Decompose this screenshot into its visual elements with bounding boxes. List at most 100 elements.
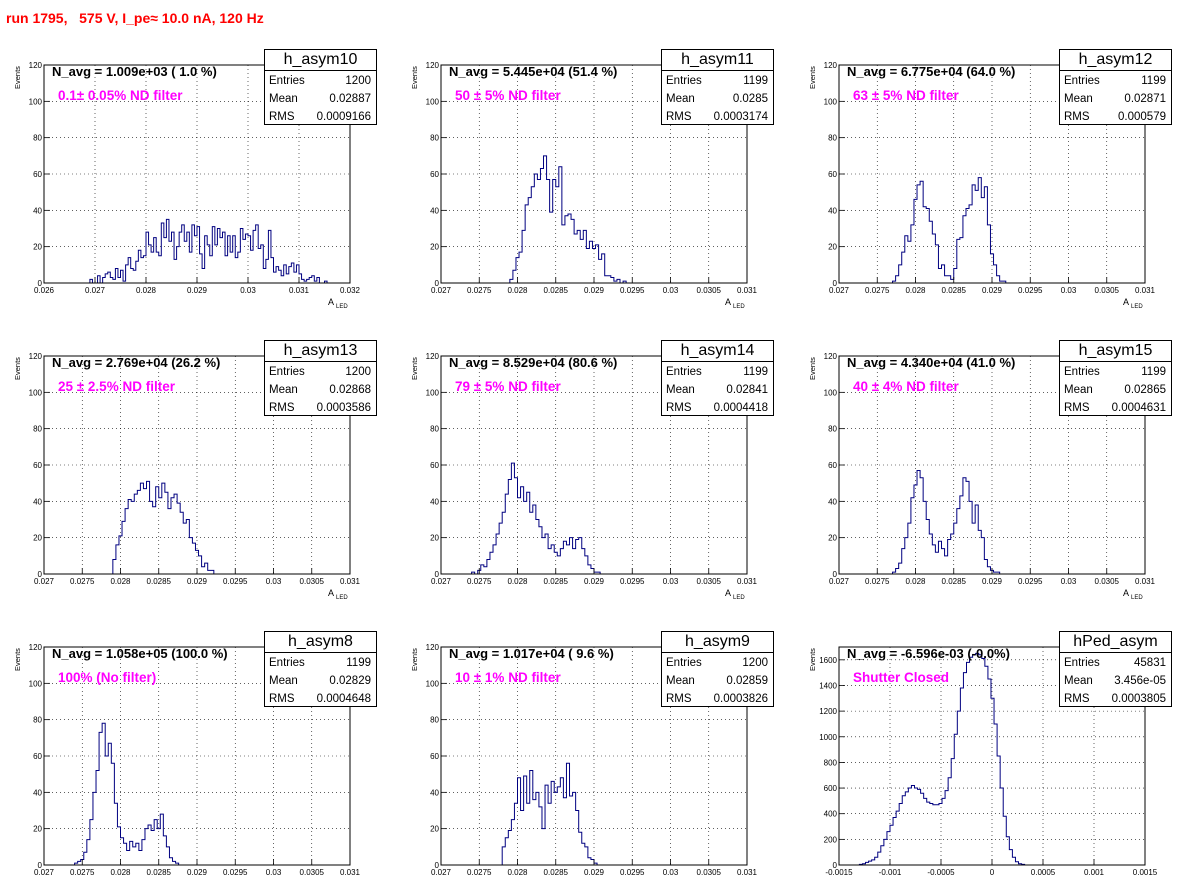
stats-row-rms: RMS 0.0003174 [662, 107, 773, 125]
x-tick-label: 0.0305 [1095, 286, 1120, 295]
x-tick-label: 0.029 [187, 577, 208, 586]
stats-value-rms: 0.0004631 [1111, 402, 1166, 414]
n-avg-label: N_avg = 2.769e+04 (26.2 %) [52, 355, 221, 370]
x-tick-label: 0.0295 [620, 577, 645, 586]
histogram-line [858, 652, 1026, 865]
n-avg-label: N_avg = 1.058e+05 (100.0 %) [52, 646, 228, 661]
stats-value-mean: 0.0285 [732, 93, 768, 105]
stats-value-mean: 0.02829 [329, 675, 371, 687]
y-tick-label: 20 [33, 243, 42, 252]
stats-row-rms: RMS 0.0009166 [265, 107, 376, 125]
stats-key-entries: Entries [666, 366, 702, 378]
x-tick-label: 0.029 [584, 286, 605, 295]
stats-histogram-name: h_asym10 [265, 50, 376, 71]
x-axis-label-sub: LED [1131, 304, 1143, 310]
x-tick-label: 0.0015 [1133, 868, 1158, 877]
y-tick-label: 80 [33, 134, 42, 143]
n-avg-label: N_avg = 5.445e+04 (51.4 %) [449, 64, 618, 79]
x-tick-label: 0.0275 [865, 577, 890, 586]
x-tick-label: 0.0305 [1095, 577, 1120, 586]
stats-key-rms: RMS [1064, 402, 1090, 414]
x-tick-label: 0.0285 [147, 868, 172, 877]
stats-row-rms: RMS 0.0004648 [265, 689, 376, 707]
x-axis-label-sub: LED [336, 304, 348, 310]
x-tick-label: 0.031 [1135, 286, 1156, 295]
stats-value-rms: 0.0003805 [1111, 693, 1166, 705]
stats-box: h_asym15 Entries 1199 Mean 0.02865 RMS 0.00046… [1059, 340, 1172, 416]
stats-box: h_asym8 Entries 1199 Mean 0.02829 RMS 0.000464… [264, 631, 377, 707]
stats-histogram-name: hPed_asym [1060, 632, 1171, 653]
stats-histogram-name: h_asym8 [265, 632, 376, 653]
y-tick-label: 200 [824, 835, 838, 844]
y-tick-label: 400 [824, 810, 838, 819]
n-avg-label: N_avg = -6.596e-03 (-0.0%) [847, 646, 1010, 661]
stats-row-entries: Entries 1200 [265, 362, 376, 380]
y-tick-label: 80 [828, 134, 837, 143]
x-tick-label: 0.027 [431, 286, 452, 295]
x-tick-label: 0.032 [340, 286, 361, 295]
stats-row-mean: Mean 0.02868 [265, 380, 376, 398]
y-tick-label: 80 [33, 425, 42, 434]
x-tick-label: 0.029 [187, 868, 208, 877]
y-tick-label: 20 [430, 825, 439, 834]
histogram-panel-h_asym15: 0.027 0.0275 0.028 0.0285 0.029 0.0295 0.03 0.0… [795, 319, 1175, 601]
histogram-panel-h_asym9: 0.027 0.0275 0.028 0.0285 0.029 0.0295 0.03 0.0… [397, 610, 777, 880]
filter-label: 50 ± 5% ND filter [455, 88, 561, 103]
stats-value-mean: 0.02887 [329, 93, 371, 105]
histogram-plot: 0.027 0.0275 0.028 0.0285 0.029 0.0295 0.03 0.0… [13, 352, 361, 601]
x-tick-label: 0.03 [240, 286, 256, 295]
x-tick-label: 0.028 [507, 577, 528, 586]
y-tick-label: 120 [426, 61, 440, 70]
x-axis-label: A [1123, 588, 1129, 598]
n-avg-label: N_avg = 8.529e+04 (80.6 %) [449, 355, 618, 370]
x-tick-label: 0.028 [507, 286, 528, 295]
y-tick-label: 60 [33, 170, 42, 179]
y-tick-label: 60 [430, 461, 439, 470]
y-tick-label: 80 [430, 716, 439, 725]
stats-value-rms: 0.0003174 [713, 111, 768, 123]
x-tick-label: 0.001 [1084, 868, 1105, 877]
stats-box: h_asym9 Entries 1200 Mean 0.02859 RMS 0.000382… [661, 631, 774, 707]
stats-key-rms: RMS [666, 693, 692, 705]
y-tick-label: 40 [33, 497, 42, 506]
stats-row-rms: RMS 0.0004631 [1060, 398, 1171, 416]
stats-row-entries: Entries 1199 [265, 653, 376, 671]
stats-box: h_asym10 Entries 1200 Mean 0.02887 RMS 0.00091… [264, 49, 377, 125]
x-tick-label: 0.031 [737, 286, 758, 295]
y-tick-label: 120 [29, 352, 43, 361]
histogram-panel-h_asym8: 0.027 0.0275 0.028 0.0285 0.029 0.0295 0.03 0.0… [0, 610, 380, 880]
x-tick-label: 0.027 [85, 286, 106, 295]
stats-value-rms: 0.0004418 [713, 402, 768, 414]
filter-label: 79 ± 5% ND filter [455, 379, 561, 394]
stats-key-rms: RMS [269, 111, 295, 123]
y-tick-label: 120 [29, 61, 43, 70]
stats-row-rms: RMS 0.0004418 [662, 398, 773, 416]
n-avg-label: N_avg = 1.017e+04 ( 9.6 %) [449, 646, 614, 661]
stats-histogram-name: h_asym12 [1060, 50, 1171, 71]
stats-key-mean: Mean [666, 93, 695, 105]
x-tick-label: 0.0285 [942, 577, 967, 586]
stats-key-mean: Mean [269, 93, 298, 105]
x-tick-label: 0.0275 [70, 868, 95, 877]
y-tick-label: 60 [430, 170, 439, 179]
x-tick-label: 0.028 [905, 286, 926, 295]
x-axis-label: A [1123, 297, 1129, 307]
stats-value-mean: 0.02841 [726, 384, 768, 396]
stats-value-entries: 1200 [345, 366, 371, 378]
x-tick-label: 0.029 [187, 286, 208, 295]
x-axis-label-sub: LED [336, 595, 348, 601]
stats-value-rms: 0.0003826 [713, 693, 768, 705]
y-tick-label: 40 [33, 206, 42, 215]
stats-box: h_asym11 Entries 1199 Mean 0.0285 RMS 0.000317… [661, 49, 774, 125]
y-tick-label: 0 [833, 279, 838, 288]
x-tick-label: -0.0015 [825, 868, 853, 877]
y-tick-label: 0 [38, 861, 43, 870]
x-tick-label: 0.03 [663, 286, 679, 295]
histogram-line [509, 155, 627, 284]
y-tick-label: 0 [38, 279, 43, 288]
y-tick-label: 80 [828, 425, 837, 434]
histogram-panel-hPed_asym: -0.0015 -0.001 -0.0005 0 0.0005 0.001 0.0015 0 2… [795, 610, 1175, 880]
histogram-line [892, 469, 1003, 575]
stats-key-rms: RMS [666, 111, 692, 123]
x-tick-label: 0.031 [340, 868, 361, 877]
